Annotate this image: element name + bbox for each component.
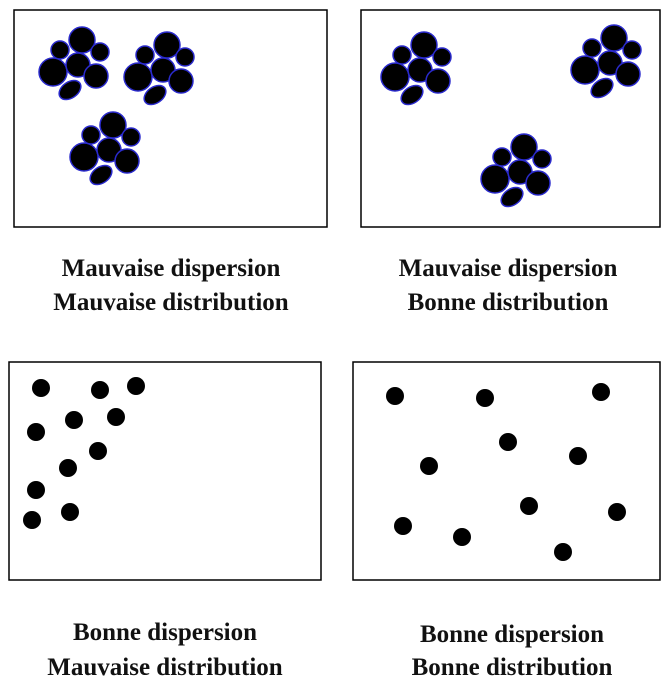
caption: Mauvaise distribution	[53, 289, 289, 316]
dots	[386, 383, 626, 561]
cluster	[570, 24, 642, 103]
caption: Bonne dispersion	[73, 619, 257, 646]
cluster	[38, 26, 110, 105]
cluster	[123, 31, 195, 110]
cluster	[69, 111, 141, 190]
caption: Mauvaise dispersion	[62, 255, 281, 282]
caption: Bonne distribution	[412, 654, 613, 681]
panel-frame	[360, 9, 661, 228]
panel-frame	[8, 361, 322, 581]
panel-frame	[352, 361, 661, 581]
dots	[23, 377, 145, 529]
caption: Mauvaise dispersion	[399, 255, 618, 282]
cluster	[380, 31, 452, 110]
caption: Bonne distribution	[408, 289, 609, 316]
caption: Bonne dispersion	[420, 621, 604, 648]
panel-frame	[13, 9, 328, 228]
cluster	[480, 133, 552, 212]
caption: Mauvaise distribution	[47, 654, 283, 681]
